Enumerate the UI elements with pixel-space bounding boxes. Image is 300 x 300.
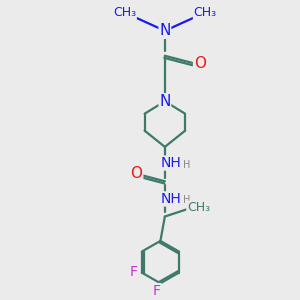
Text: O: O	[130, 167, 142, 182]
Text: H: H	[183, 160, 190, 170]
Text: N: N	[159, 94, 170, 109]
Text: F: F	[130, 265, 137, 279]
Text: H: H	[183, 195, 190, 206]
Text: CH₃: CH₃	[187, 201, 210, 214]
Text: CH₃: CH₃	[194, 6, 217, 19]
Text: O: O	[194, 56, 206, 70]
Text: F: F	[153, 284, 161, 298]
Text: CH₃: CH₃	[113, 6, 136, 19]
Text: NH: NH	[161, 156, 182, 170]
Text: N: N	[159, 23, 170, 38]
Text: NH: NH	[161, 192, 182, 206]
